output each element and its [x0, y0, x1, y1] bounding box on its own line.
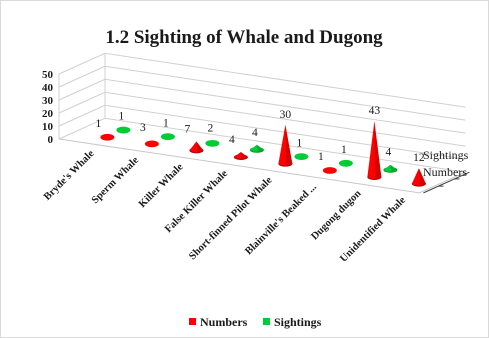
y-tick-label: 10 [42, 121, 54, 133]
data-label-numbers: 3 [140, 122, 146, 134]
cone-numbers [144, 140, 159, 148]
cone-numbers [322, 167, 337, 174]
chart-legend: Numbers Sightings [189, 315, 322, 329]
data-label-numbers: 4 [229, 134, 235, 146]
data-label-numbers: 1 [96, 118, 102, 130]
depth-axis: Sightings Numbers [423, 148, 470, 194]
data-label-numbers: 7 [185, 123, 191, 135]
data-label-numbers: 43 [369, 105, 381, 117]
legend-entry-label: Sightings [274, 315, 322, 329]
x-category-label: Dugong dugon [309, 188, 363, 242]
data-label-sightings: 4 [252, 127, 258, 139]
gridline [58, 117, 466, 173]
y-tick-label: 20 [42, 108, 54, 120]
data-label-sightings: 2 [208, 123, 214, 135]
cone-numbers [411, 168, 426, 187]
x-category-label: Killer Whale [137, 161, 186, 210]
x-category-label: Sperm Whale [90, 155, 141, 206]
gridline [58, 78, 466, 134]
data-label-sightings: 1 [341, 144, 347, 156]
floor-edge [58, 138, 466, 194]
legend-swatch [189, 318, 196, 325]
cone-sightings [116, 126, 131, 134]
cone-numbers [100, 133, 115, 141]
data-label-numbers: 30 [280, 109, 292, 121]
legend-entry-label: Numbers [200, 315, 248, 329]
data-label-sightings: 4 [386, 147, 392, 159]
depth-axis-label: Sightings [423, 148, 469, 162]
data-label-sightings: 1 [163, 117, 169, 129]
chart-title: 1.2 Sighting of Whale and Dugong [105, 27, 383, 48]
chart-floor [58, 138, 466, 194]
data-label-numbers: 1 [318, 151, 324, 163]
data-label-sightings: 1 [297, 137, 303, 149]
x-category-label: Short-finned Pilot Whale [187, 175, 274, 262]
data-label-numbers: 12 [413, 152, 425, 164]
cone-sightings [205, 139, 220, 147]
y-tick-label: 50 [42, 69, 54, 81]
cone-sightings [294, 153, 309, 161]
cone-numbers [233, 151, 248, 160]
gridline [58, 52, 466, 108]
x-category-label: Bryde's Whale [42, 148, 97, 203]
y-tick-label: 40 [42, 82, 54, 94]
chart-gridlines [58, 52, 466, 173]
cone-numbers [278, 124, 293, 167]
depth-axis-label: Numbers [423, 165, 467, 179]
series-sightings: 1 1 2 4 1 1 4 [116, 111, 398, 173]
y-tick-label: 30 [42, 95, 54, 107]
cone-numbers [189, 141, 204, 154]
cone-sightings [338, 159, 353, 167]
depth-axis-line [423, 171, 470, 194]
data-label-sightings: 1 [119, 111, 125, 123]
cone-sightings [383, 164, 398, 173]
cone-sightings [249, 144, 264, 153]
legend-swatch [263, 318, 270, 325]
cone-numbers [367, 121, 382, 180]
cone-sightings [160, 133, 175, 141]
y-tick-label: 0 [48, 134, 54, 146]
